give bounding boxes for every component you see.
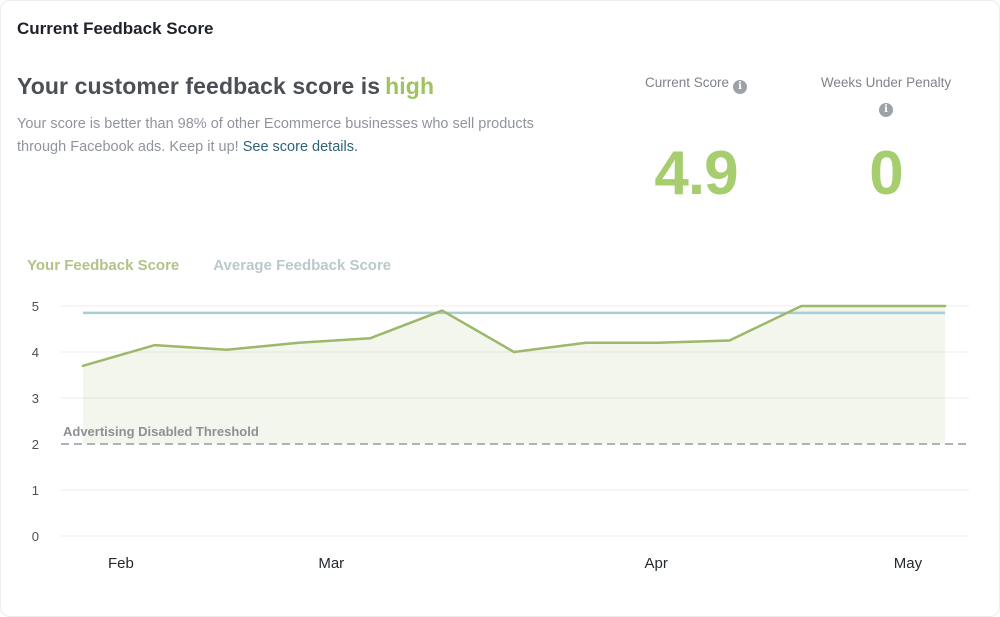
- feedback-chart: 5 4 3 2 1 0 Advertising Disabled Threshold Feb M…: [1, 296, 999, 586]
- info-icon[interactable]: i: [733, 80, 748, 95]
- y-tick-label: 1: [32, 483, 39, 498]
- summary-and-stats-row: Your customer feedback score is high Your…: [17, 73, 983, 208]
- score-heading: Your customer feedback score is high: [17, 73, 577, 100]
- feedback-chart-svg: 5 4 3 2 1 0 Advertising Disabled Threshold Feb M…: [32, 299, 969, 572]
- chart-legend: Your Feedback Score Average Feedback Sco…: [27, 257, 999, 274]
- page-title: Current Feedback Score: [17, 19, 214, 38]
- current-score-value: 4.9: [654, 139, 738, 208]
- current-score-stat: Current Score i 4.9: [625, 73, 767, 208]
- score-status-high: high: [385, 73, 435, 99]
- score-description-text: Your score is better than 98% of other E…: [17, 116, 534, 156]
- x-tick-label: Apr: [645, 555, 668, 572]
- y-tick-label: 2: [32, 437, 39, 452]
- info-icon-row: i: [815, 96, 957, 117]
- weeks-under-penalty-value: 0: [869, 139, 903, 208]
- x-tick-label: Mar: [318, 555, 344, 572]
- score-summary: Your customer feedback score is high Your…: [17, 73, 577, 203]
- current-score-label-text: Current Score: [644, 75, 730, 90]
- x-tick-label: May: [894, 555, 923, 572]
- legend-your-feedback-score[interactable]: Your Feedback Score: [27, 257, 180, 274]
- score-stats: Current Score i 4.9 Weeks Under Penalty i …: [625, 73, 983, 208]
- y-tick-label: 0: [32, 529, 39, 544]
- weeks-under-penalty-label-text: Weeks Under Penalty: [820, 75, 952, 90]
- see-score-details-link[interactable]: See score details.: [242, 139, 358, 156]
- y-tick-label: 5: [32, 299, 39, 314]
- threshold-label: Advertising Disabled Threshold: [63, 424, 259, 439]
- y-tick-label: 4: [32, 345, 39, 360]
- y-tick-label: 3: [32, 391, 39, 406]
- your-score-line: [81, 304, 947, 368]
- score-description: Your score is better than 98% of other E…: [17, 113, 577, 160]
- info-icon[interactable]: i: [879, 102, 893, 117]
- current-score-label: Current Score i: [625, 73, 767, 95]
- weeks-under-penalty-stat: Weeks Under Penalty i 0: [815, 73, 957, 208]
- score-heading-text: Your customer feedback score is: [17, 73, 381, 99]
- legend-average-feedback-score[interactable]: Average Feedback Score: [213, 257, 392, 274]
- weeks-under-penalty-label: Weeks Under Penalty i: [815, 73, 957, 117]
- x-tick-label: Feb: [108, 555, 134, 572]
